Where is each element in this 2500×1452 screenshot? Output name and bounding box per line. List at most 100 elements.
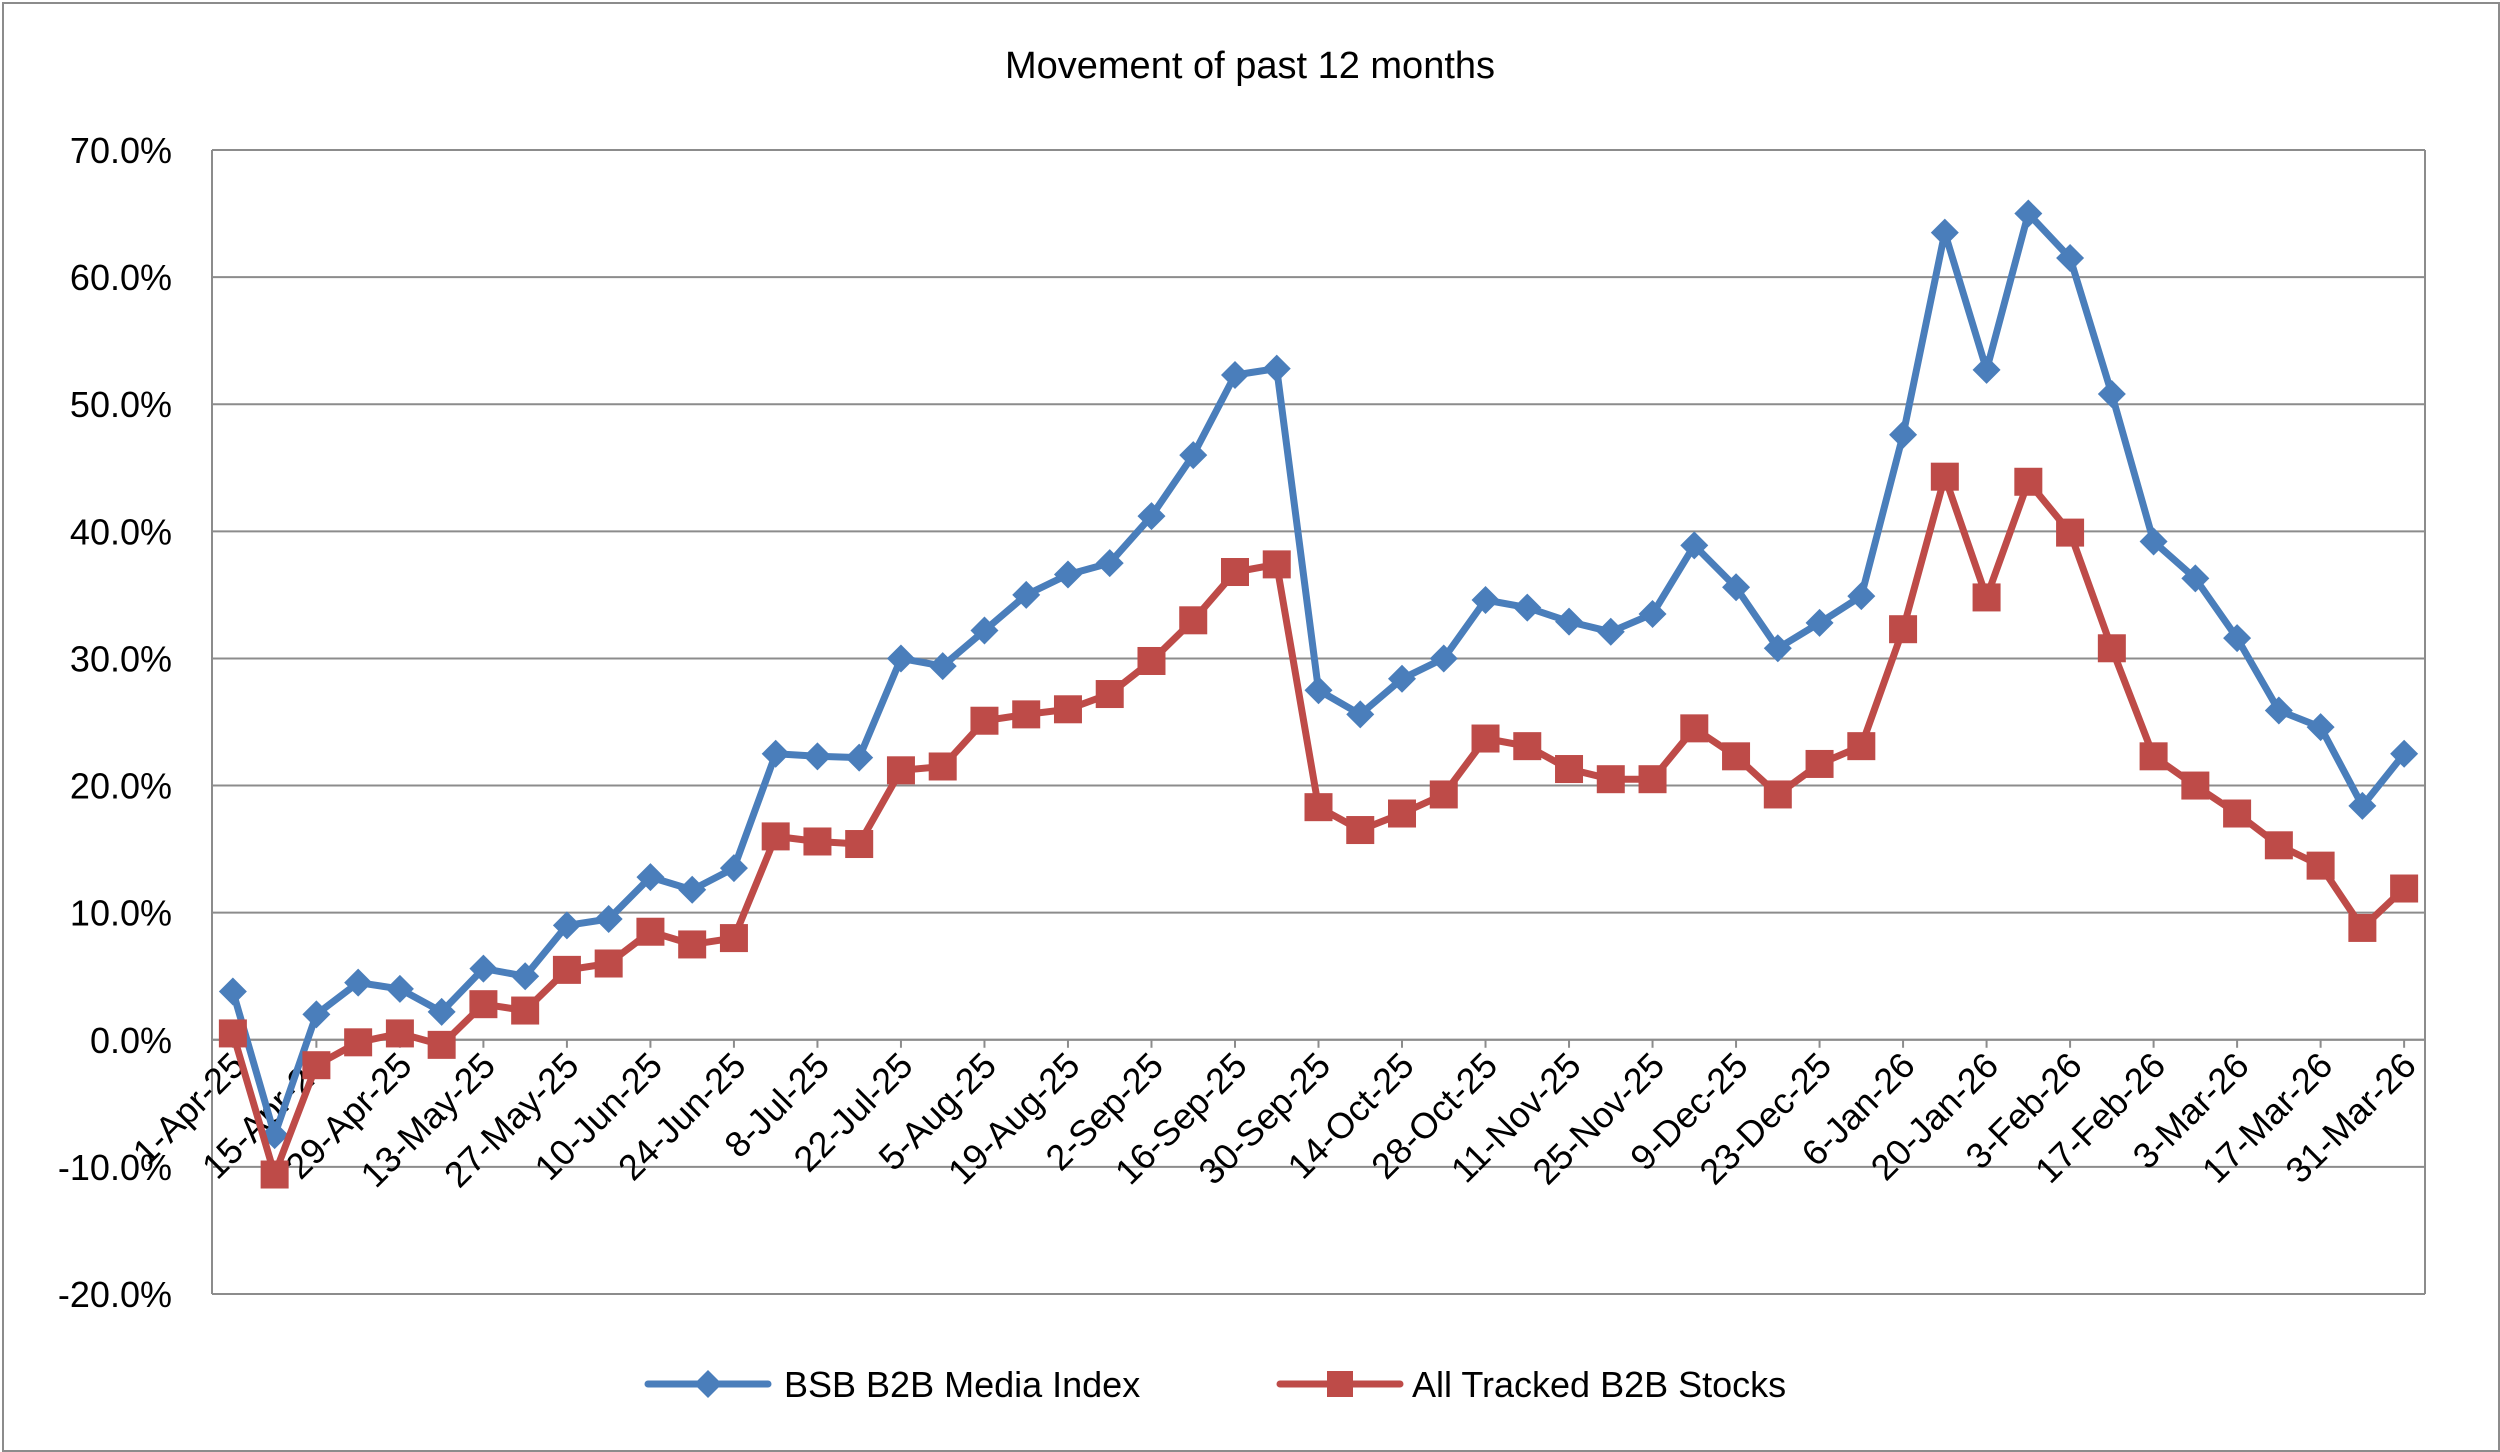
data-point	[2223, 799, 2252, 828]
data-point	[678, 875, 707, 904]
data-point	[218, 1019, 247, 1048]
data-point	[1805, 608, 1834, 637]
x-axis: 1-Apr-2515-Apr-2529-Apr-2513-May-2527-Ma…	[125, 1038, 2425, 1195]
data-point	[1972, 355, 2001, 384]
legend-label-all-tracked: All Tracked B2B Stocks	[1412, 1364, 1786, 1405]
data-point	[469, 990, 498, 1019]
data-point	[1388, 664, 1417, 693]
data-point	[928, 652, 957, 681]
data-point	[2139, 527, 2168, 556]
data-point	[1304, 676, 1333, 705]
data-point	[1179, 441, 1208, 470]
data-point	[427, 997, 456, 1026]
data-point	[2181, 564, 2210, 593]
data-point	[1972, 583, 2001, 612]
data-point	[1179, 606, 1208, 635]
data-point	[1555, 755, 1584, 784]
y-tick-label: 60.0%	[70, 257, 172, 298]
data-point	[1220, 558, 1249, 587]
data-point	[1763, 634, 1792, 663]
data-point	[2348, 913, 2377, 942]
data-point	[678, 930, 707, 959]
y-axis: -20.0% -10.0% 0.0% 10.0% 20.0% 30.0% 40.0% 50.0…	[58, 130, 213, 1315]
data-point	[427, 1030, 456, 1059]
data-point	[1095, 549, 1124, 578]
y-tick-label: 50.0%	[70, 384, 172, 425]
data-point	[2014, 199, 2043, 228]
data-point	[1889, 420, 1918, 449]
data-point	[2348, 791, 2377, 820]
data-point	[1638, 599, 1667, 628]
data-point	[218, 977, 247, 1006]
y-tick-label: 30.0%	[70, 638, 172, 679]
data-point	[1889, 615, 1918, 644]
data-point	[2014, 467, 2043, 496]
y-tick-label: 20.0%	[70, 766, 172, 807]
data-point	[719, 924, 748, 953]
legend[interactable]: BSB B2B Media Index All Tracked B2B Stoc…	[644, 1364, 1786, 1405]
data-point	[761, 739, 790, 768]
data-point	[1805, 749, 1834, 778]
data-point	[385, 974, 414, 1003]
data-point	[1304, 793, 1333, 822]
data-point	[970, 706, 999, 735]
data-point	[594, 905, 623, 934]
data-point	[552, 955, 581, 984]
data-point	[1513, 593, 1542, 622]
y-tick-label: 10.0%	[70, 893, 172, 934]
data-point	[1012, 700, 1041, 729]
data-point	[1722, 742, 1751, 771]
data-point	[1555, 607, 1584, 636]
data-point	[1471, 724, 1500, 753]
data-point	[1220, 360, 1249, 389]
data-point	[636, 917, 665, 946]
data-point	[1596, 765, 1625, 794]
data-point	[1930, 462, 1959, 491]
data-point	[385, 1019, 414, 1048]
data-point	[302, 1000, 331, 1029]
data-point	[1680, 714, 1709, 743]
data-point	[1638, 765, 1667, 794]
data-point	[344, 1028, 373, 1057]
y-tick-label: -10.0%	[58, 1147, 172, 1188]
data-point	[928, 752, 957, 781]
data-point	[886, 756, 915, 785]
data-point	[1388, 799, 1417, 828]
data-point	[1680, 531, 1709, 560]
legend-item-bsb-index[interactable]: BSB B2B Media Index	[644, 1364, 1140, 1405]
data-point	[1137, 502, 1166, 531]
data-point	[260, 1160, 289, 1189]
data-point	[1012, 580, 1041, 609]
data-point	[761, 822, 790, 851]
data-point	[1763, 780, 1792, 809]
data-point	[1930, 218, 1959, 247]
series-all-tracked	[218, 462, 2419, 1189]
data-point	[636, 863, 665, 892]
data-point	[1346, 700, 1375, 729]
data-point	[1137, 646, 1166, 675]
data-point	[2056, 518, 2085, 547]
data-point	[302, 1051, 331, 1080]
y-tick-label: 40.0%	[70, 511, 172, 552]
data-point	[2097, 380, 2126, 409]
data-point	[970, 616, 999, 645]
data-point	[1095, 680, 1124, 709]
legend-label-bsb-index: BSB B2B Media Index	[784, 1364, 1140, 1405]
data-point	[594, 949, 623, 978]
legend-item-all-tracked[interactable]: All Tracked B2B Stocks	[1276, 1364, 1786, 1405]
data-point	[845, 743, 874, 772]
y-tick-label: -20.0%	[58, 1274, 172, 1315]
data-point	[2056, 244, 2085, 273]
data-point	[552, 911, 581, 940]
data-point	[2264, 696, 2293, 725]
data-point	[845, 830, 874, 859]
data-point	[344, 968, 373, 997]
data-point	[2139, 742, 2168, 771]
data-point	[1429, 780, 1458, 809]
data-point	[1596, 617, 1625, 646]
series-group	[218, 199, 2419, 1189]
data-point	[2390, 874, 2419, 903]
series-line	[229, 210, 2408, 1139]
